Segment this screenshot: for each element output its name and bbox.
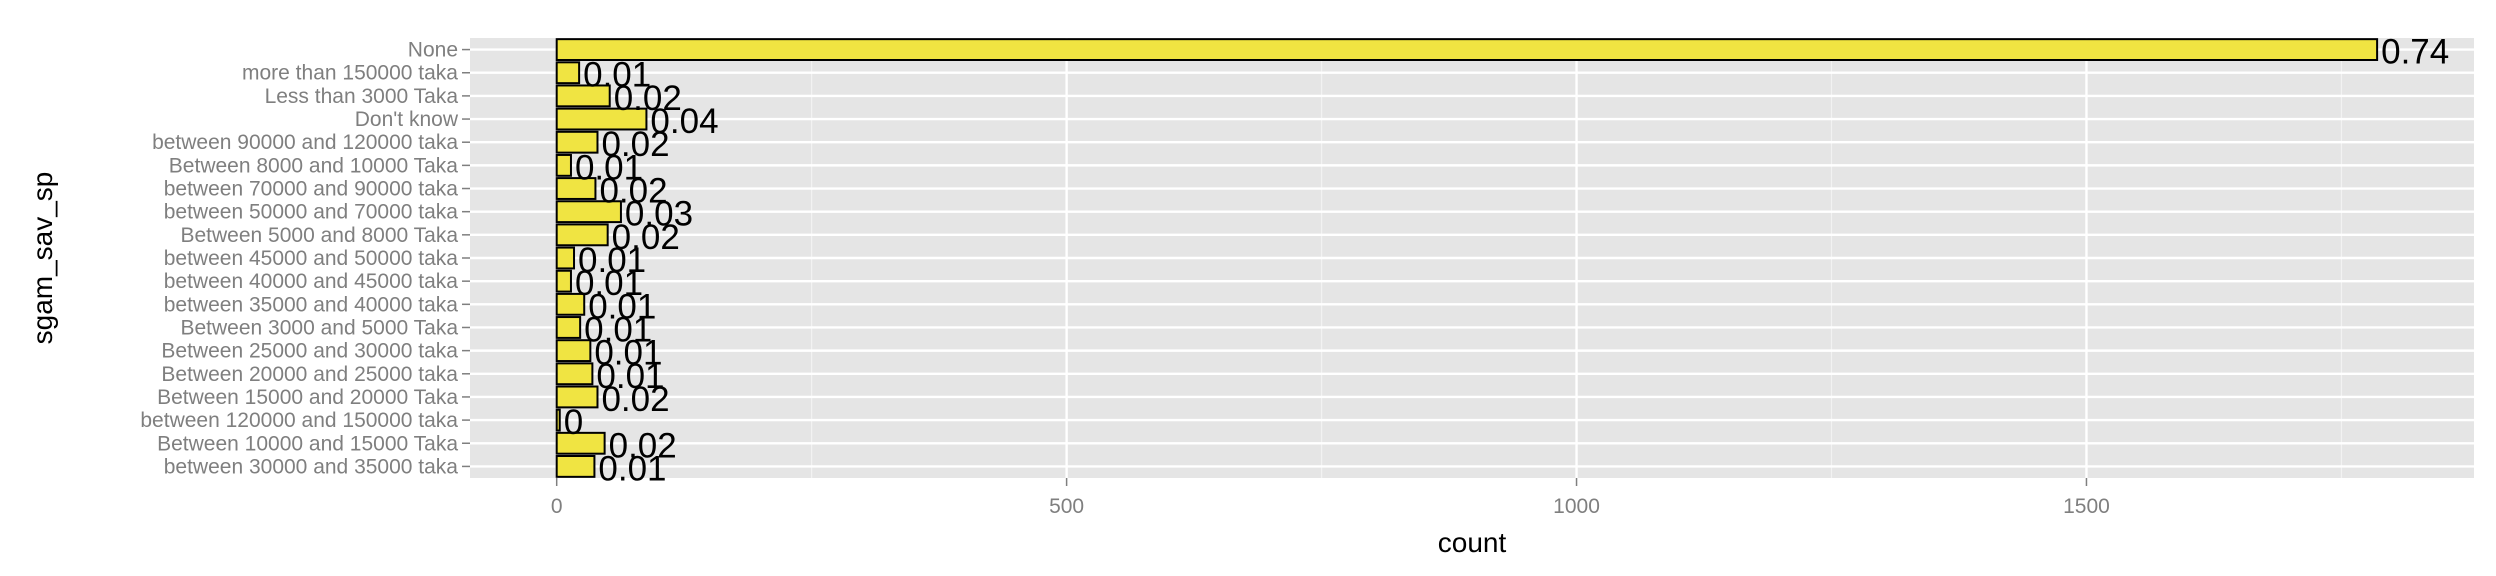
y-tick-label: between 30000 and 35000 taka bbox=[164, 455, 459, 478]
x-axis-title: count bbox=[1438, 527, 1507, 558]
bar bbox=[555, 362, 594, 386]
y-tick-label: more than 150000 taka bbox=[242, 62, 458, 85]
data-label: 0.01 bbox=[594, 334, 662, 373]
bar bbox=[555, 385, 599, 409]
y-tick-label: Between 25000 and 30000 taka bbox=[161, 340, 458, 363]
y-tick-label: Between 3000 and 5000 Taka bbox=[180, 316, 458, 339]
data-label: 0.01 bbox=[575, 264, 643, 303]
bar bbox=[555, 431, 606, 455]
bar bbox=[555, 316, 582, 339]
data-label: 0.02 bbox=[601, 125, 669, 164]
y-tick-label: between 50000 and 70000 taka bbox=[164, 201, 459, 224]
bar bbox=[555, 223, 609, 247]
data-label: 0.01 bbox=[583, 56, 651, 95]
data-label: 0.01 bbox=[596, 357, 664, 396]
data-label: 0.01 bbox=[588, 287, 656, 326]
x-tick-label: 1500 bbox=[2063, 495, 2110, 518]
data-label: 0.02 bbox=[599, 172, 667, 211]
bar bbox=[555, 269, 572, 293]
data-label: 0.02 bbox=[601, 380, 669, 419]
y-tick-label: between 45000 and 50000 taka bbox=[164, 247, 459, 270]
data-label: 0.01 bbox=[575, 148, 643, 187]
y-tick-label: Between 8000 and 10000 Taka bbox=[169, 154, 459, 177]
data-label: 0.02 bbox=[612, 218, 680, 257]
data-label: 0 bbox=[564, 403, 583, 442]
data-label: 0.02 bbox=[614, 79, 682, 118]
x-tick-label: 1000 bbox=[1553, 495, 1600, 518]
bar bbox=[555, 408, 561, 432]
data-label: 0.74 bbox=[2381, 33, 2449, 72]
y-tick-label: Between 15000 and 20000 Taka bbox=[157, 386, 458, 409]
data-label: 0.01 bbox=[584, 310, 652, 349]
y-tick-label: Less than 3000 Taka bbox=[265, 85, 459, 108]
y-axis-title: sgam_sav_sp bbox=[27, 172, 58, 345]
data-label: 0.04 bbox=[650, 102, 718, 141]
bar bbox=[555, 292, 586, 316]
bar bbox=[555, 153, 572, 177]
x-tick-label: 0 bbox=[551, 495, 563, 518]
data-labels: 0.740.010.020.040.020.010.020.030.020.01… bbox=[564, 33, 2449, 489]
y-tick-label: Between 20000 and 25000 taka bbox=[161, 363, 458, 386]
bar bbox=[555, 84, 611, 108]
bar bbox=[555, 200, 622, 224]
bars bbox=[555, 38, 2379, 478]
data-label: 0.01 bbox=[578, 241, 646, 280]
bar bbox=[555, 246, 576, 270]
data-label: 0.01 bbox=[598, 449, 666, 488]
y-tick-label: Between 5000 and 8000 Taka bbox=[180, 224, 458, 247]
data-label: 0.03 bbox=[625, 195, 693, 234]
bar bbox=[555, 107, 648, 131]
bar bbox=[555, 339, 592, 363]
y-tick-label: Between 10000 and 15000 Taka bbox=[157, 432, 458, 455]
bar bbox=[555, 61, 581, 85]
y-tick-label: None bbox=[408, 39, 458, 62]
y-tick-label: Don't know bbox=[355, 108, 459, 131]
x-tick-label: 500 bbox=[1049, 495, 1084, 518]
data-label: 0.02 bbox=[609, 426, 677, 465]
y-tick-label: between 70000 and 90000 taka bbox=[164, 178, 459, 201]
bar bbox=[555, 130, 599, 154]
y-tick-label: between 35000 and 40000 taka bbox=[164, 293, 459, 316]
bar bbox=[555, 177, 597, 200]
y-tick-label: between 40000 and 45000 taka bbox=[164, 270, 459, 293]
y-tick-label: between 90000 and 120000 taka bbox=[152, 131, 458, 154]
bar bbox=[555, 38, 2379, 61]
bar bbox=[555, 455, 596, 478]
y-tick-label: between 120000 and 150000 taka bbox=[140, 409, 458, 432]
